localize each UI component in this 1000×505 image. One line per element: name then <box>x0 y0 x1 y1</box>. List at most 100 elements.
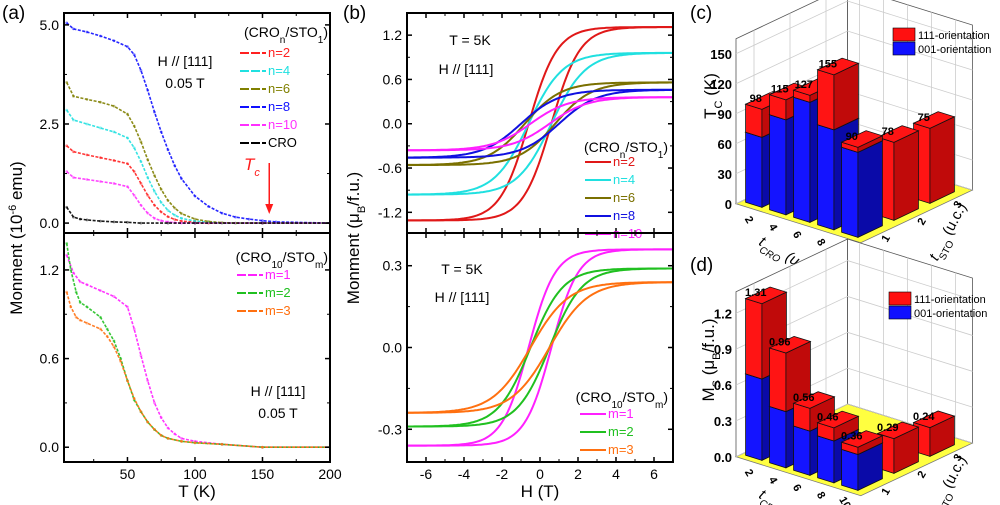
plot-c: 0306090120150246810123tCRO (u.c.)tSTO (u… <box>710 0 991 280</box>
y-tick-label: 2.5 <box>40 116 60 132</box>
data-point <box>72 215 75 219</box>
data-point <box>112 130 116 134</box>
data-point <box>159 416 163 420</box>
data-point <box>99 34 102 38</box>
data-point <box>139 354 143 358</box>
plot-d: 0.00.30.60.91.2246810123tCRO (u.c.)tSTO … <box>714 238 987 505</box>
plot-b-lower: -0.3 0.0 0.3 -6 -4 -2 0 2 4 6 H (T) (CRO10/STOm)m=1… <box>378 232 674 501</box>
legend-title: (CROn/STO1) <box>244 24 328 46</box>
data-layer <box>407 248 673 447</box>
data-point <box>69 268 73 272</box>
x-axis-label: H (T) <box>521 482 560 501</box>
series-line-n=2 <box>66 145 330 224</box>
loop-ascending-m=3 <box>407 281 673 414</box>
loop-descending-m=2 <box>407 267 673 428</box>
data-point <box>146 211 150 215</box>
data-point <box>99 180 102 183</box>
data-point <box>220 442 224 446</box>
y-tick-label: 1 <box>879 486 892 497</box>
data-point <box>99 327 102 331</box>
data-point <box>173 218 177 221</box>
data-point <box>65 144 69 148</box>
data-point <box>193 441 197 445</box>
data-point <box>99 315 102 319</box>
data-point <box>105 327 109 331</box>
tc-annotation: Tc <box>244 155 260 179</box>
data-point <box>159 219 163 223</box>
panel-d: 0.00.30.60.91.2246810123tCRO (u.c.)tSTO … <box>699 238 987 505</box>
data-point <box>146 379 150 383</box>
bar-111-top <box>840 430 884 448</box>
y-tick-label: 0.6 <box>383 71 403 87</box>
series-line-n=8 <box>66 22 330 224</box>
field-strength-annotation: 0.05 T <box>165 75 205 91</box>
data-point <box>72 176 75 179</box>
y-tick-label: 3 <box>951 199 964 210</box>
data-point <box>153 110 156 114</box>
bar-111-front <box>769 347 787 413</box>
data-point <box>261 219 264 223</box>
data-point <box>159 187 163 191</box>
legend-entry: n=6 <box>613 190 635 205</box>
data-point <box>132 397 136 400</box>
bar-value-label: 0.36 <box>841 431 862 443</box>
z-tick-label: 0 <box>725 197 732 212</box>
data-point <box>132 53 136 57</box>
data-point <box>72 150 75 154</box>
data-point <box>119 360 123 363</box>
data-point <box>72 27 75 31</box>
data-point <box>126 305 129 309</box>
data-point <box>74 290 78 294</box>
z-tick-label: 0.0 <box>714 450 732 465</box>
panel-label-b: (b) <box>343 3 366 24</box>
data-point <box>159 434 163 437</box>
legend-entry-111: 111-orientation <box>918 30 990 42</box>
loop-descending-n=2 <box>407 26 673 222</box>
data-point <box>159 201 163 204</box>
data-point <box>261 221 264 225</box>
plot-a-lower: 0.0 0.6 1.2 50 100 150 200 T (K) (CRO10/STOm)m=1… <box>40 232 342 501</box>
data-point <box>261 445 264 449</box>
data-point <box>112 182 116 185</box>
legend-entry: m=3 <box>608 442 634 457</box>
axes-frame <box>63 232 331 463</box>
data-point <box>166 148 170 152</box>
data-point <box>153 216 156 220</box>
data-point <box>112 104 116 108</box>
bar-111-top <box>876 421 920 440</box>
bar-value-label: 98 <box>750 93 762 105</box>
plot-a-upper: 0.0 2.5 5.0 (CROn/STO1)n=2 n=4 n=6 n=8 n=10 CRO <box>40 12 331 234</box>
x-tick-label: -4 <box>458 466 471 482</box>
data-point <box>153 428 156 431</box>
bar-001-side <box>857 140 883 238</box>
z-tick-label: 60 <box>718 137 732 152</box>
grid-line <box>735 0 973 55</box>
legend-entry-001: 001-orientation <box>918 44 991 56</box>
x-tick-label: 10 <box>836 495 853 505</box>
data-point <box>65 241 69 245</box>
data-point <box>65 80 69 84</box>
data-point <box>112 220 116 224</box>
series-line-n=6 <box>65 82 330 224</box>
legend-entry-111: 111-orientation <box>914 294 986 306</box>
data-point <box>105 335 109 338</box>
loop-descending-n=8 <box>407 88 673 159</box>
y-axis-label: Monment (μB/f.u.) <box>344 172 368 304</box>
data-point <box>126 162 129 166</box>
y-axis-label: Monment (10-6 emu) <box>7 161 26 314</box>
z-axis-label: MS (μB/f.u.) <box>699 318 723 401</box>
data-point <box>193 221 197 225</box>
y-axis-label: tSTO (u.c.) <box>926 200 975 266</box>
data-point <box>132 124 136 128</box>
data-point <box>193 219 197 223</box>
series-line-CRO <box>66 206 330 224</box>
bar-111-side <box>929 116 955 204</box>
bar-001-front <box>745 131 763 208</box>
series-line-n=4 <box>66 109 330 224</box>
y-tick-label: 0.0 <box>40 439 60 455</box>
data-point <box>139 140 143 144</box>
data-point <box>180 439 183 443</box>
data-point <box>112 159 116 162</box>
data-point <box>173 213 177 217</box>
